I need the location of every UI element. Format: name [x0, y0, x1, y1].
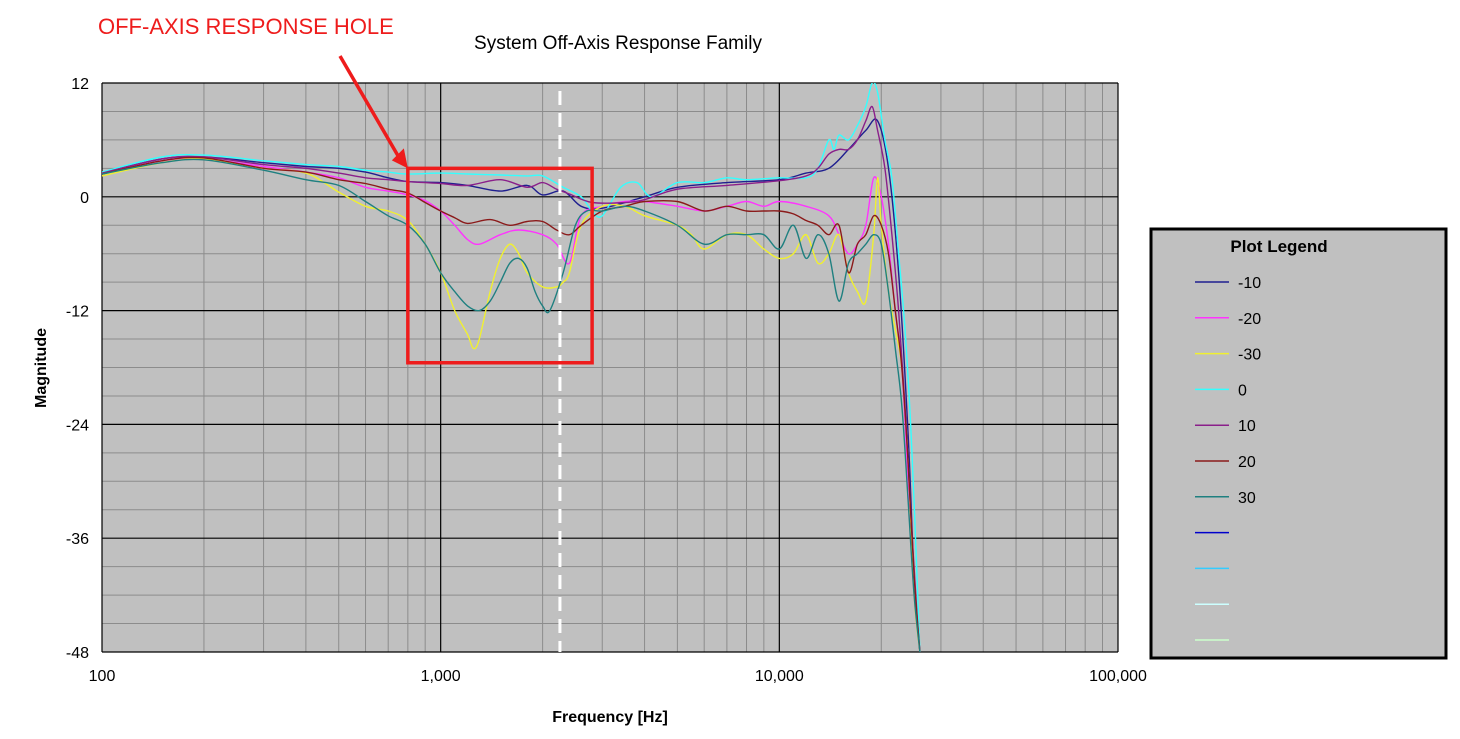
y-tick-label: 0	[80, 190, 89, 207]
y-tick-label: 12	[71, 76, 89, 93]
highlight-box	[406, 166, 594, 365]
x-tick-label: 10,000	[755, 668, 804, 685]
y-tick-label: -24	[66, 417, 89, 434]
tick-labels: 100 1,000 10,000 100,000 12 0 -12 -24 -36 -48	[66, 76, 1147, 685]
annotation-arrowhead	[391, 148, 408, 169]
y-tick-label: -48	[66, 645, 89, 662]
plot-area: 100 1,000 10,000 100,000 12 0 -12 -24 -36 -48	[66, 76, 1147, 685]
legend-entry-label: 10	[1238, 418, 1256, 435]
x-tick-label: 100	[89, 668, 116, 685]
chart-title: System Off-Axis Response Family	[474, 33, 762, 54]
series-line--10	[102, 118, 921, 652]
series-lines	[102, 83, 921, 652]
legend-entry-label: -30	[1238, 347, 1261, 364]
major-grid	[101, 82, 1119, 653]
series-line-30	[102, 158, 921, 652]
series-line-0	[102, 83, 921, 652]
annotation	[338, 55, 594, 652]
x-tick-label: 1,000	[421, 668, 461, 685]
legend-entry-label: -10	[1238, 275, 1261, 292]
series-line-10	[102, 105, 921, 652]
legend-entry-label: -20	[1238, 311, 1261, 328]
legend-entry-label: 20	[1238, 454, 1256, 471]
annotation-label: OFF-AXIS RESPONSE HOLE	[98, 14, 394, 39]
legend-title: Plot Legend	[1230, 237, 1327, 256]
x-axis-label: Frequency [Hz]	[552, 709, 668, 726]
annotation-arrow-line	[338, 55, 404, 164]
series-line-20	[102, 156, 921, 652]
x-tick-label: 100,000	[1089, 668, 1147, 685]
legend-entry-label: 30	[1238, 490, 1256, 507]
y-tick-label: -36	[66, 531, 89, 548]
y-tick-label: -12	[66, 304, 89, 321]
y-axis-label: Magnitude	[33, 328, 50, 408]
legend: Plot Legend -10 -20 -30 0 10 20 30	[1149, 227, 1448, 660]
legend-entry-label: 0	[1238, 382, 1247, 399]
